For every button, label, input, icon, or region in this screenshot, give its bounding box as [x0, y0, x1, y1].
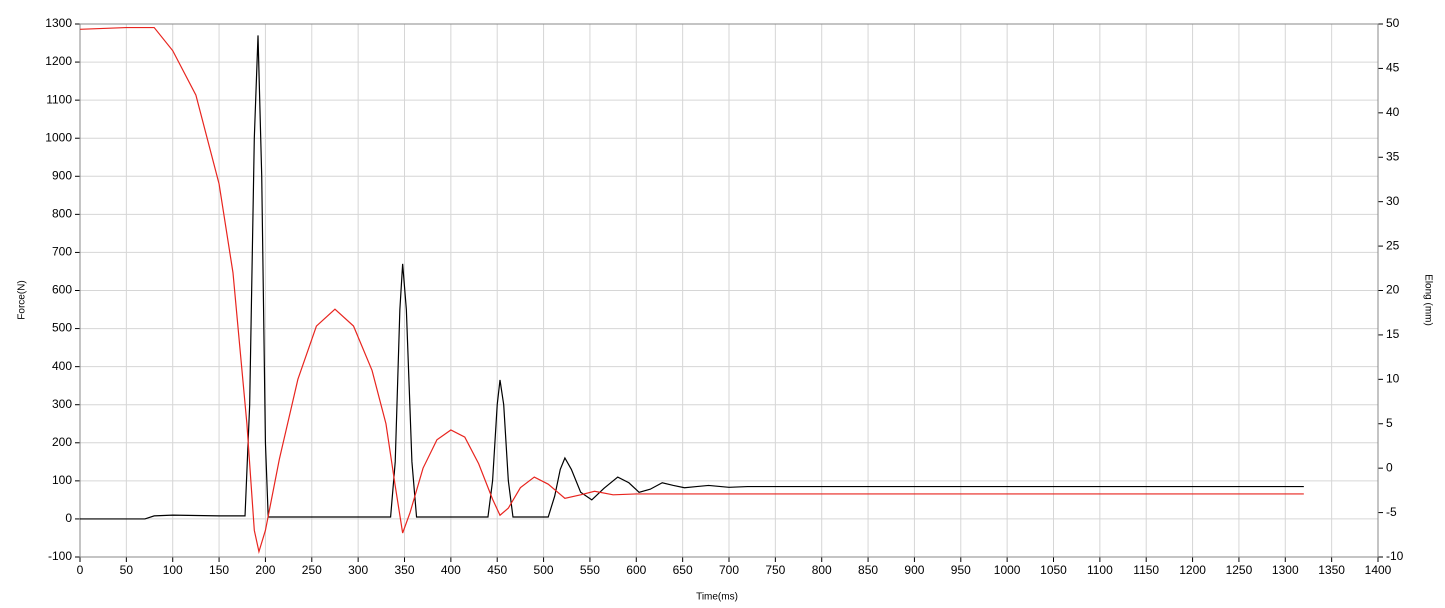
y2-tick-label: 0 [1386, 460, 1393, 474]
y-axis-title: Force(N) [17, 280, 28, 319]
x-tick-label: 750 [765, 563, 785, 577]
y-tick-label: 1100 [46, 92, 72, 106]
y2-tick-label: 50 [1386, 16, 1400, 30]
x-axis-title: Time(ms) [696, 592, 738, 603]
x-tick-label: 450 [487, 563, 507, 577]
y2-tick-label: 30 [1386, 194, 1400, 208]
y-tick-label: 1300 [45, 16, 72, 30]
x-tick-label: 1350 [1318, 563, 1345, 577]
y-tick-label: 100 [52, 473, 72, 487]
y-tick-label: 200 [52, 435, 72, 449]
y-tick-label: 1000 [45, 130, 72, 144]
x-tick-label: 700 [719, 563, 739, 577]
y-tick-label: 900 [52, 168, 72, 182]
y2-tick-label: 25 [1386, 238, 1400, 252]
y-tick-label: 1200 [45, 54, 72, 68]
x-tick-label: 500 [534, 563, 554, 577]
y2-tick-label: 20 [1386, 283, 1400, 297]
y2-tick-label: 35 [1386, 149, 1400, 163]
x-tick-label: 150 [209, 563, 229, 577]
series-line [79, 26, 1304, 555]
x-tick-label: 800 [812, 563, 832, 577]
x-tick-label: 400 [441, 563, 461, 577]
x-tick-label: 250 [302, 563, 322, 577]
x-tick-label: 850 [858, 563, 878, 577]
series-line [80, 35, 1304, 520]
x-tick-label: 1050 [1040, 563, 1067, 577]
x-tick-label: 550 [580, 563, 600, 577]
y2-tick-label: 45 [1386, 61, 1400, 75]
x-tick-label: 1200 [1179, 563, 1206, 577]
x-tick-label: 600 [626, 563, 646, 577]
y-tick-label: 700 [52, 245, 72, 259]
y-tick-label: 300 [52, 397, 72, 411]
y-tick-label: 500 [52, 321, 72, 335]
y-tick-label: 0 [65, 511, 72, 525]
y2-tick-label: -10 [1386, 549, 1404, 563]
x-tick-label: 200 [255, 563, 275, 577]
x-tick-label: 1150 [1133, 563, 1159, 577]
x-tick-label: 350 [394, 563, 414, 577]
y2-tick-label: 15 [1386, 327, 1400, 341]
y2-axis-title: Elong (mm) [1422, 274, 1433, 326]
y2-tick-label: 5 [1386, 416, 1393, 430]
y2-tick-label: -5 [1386, 505, 1397, 519]
y-tick-label: 800 [52, 207, 72, 221]
x-tick-label: 1400 [1365, 563, 1392, 577]
x-tick-label: 300 [348, 563, 368, 577]
x-tick-label: 100 [163, 563, 183, 577]
x-tick-label: 650 [673, 563, 693, 577]
x-tick-label: 900 [904, 563, 924, 577]
y-tick-label: 600 [52, 283, 72, 297]
x-tick-label: 0 [77, 563, 84, 577]
plot-frame [79, 23, 1379, 558]
x-tick-label: 950 [951, 563, 971, 577]
x-tick-label: 1300 [1272, 563, 1299, 577]
y2-tick-label: 40 [1386, 105, 1400, 119]
y-tick-label: -100 [48, 549, 72, 563]
x-tick-label: 1250 [1226, 563, 1253, 577]
x-tick-label: 50 [120, 563, 134, 577]
y-tick-label: 400 [52, 359, 72, 373]
y2-tick-label: 10 [1386, 372, 1400, 386]
x-tick-label: 1100 [1087, 563, 1113, 577]
x-tick-label: 1000 [994, 563, 1021, 577]
